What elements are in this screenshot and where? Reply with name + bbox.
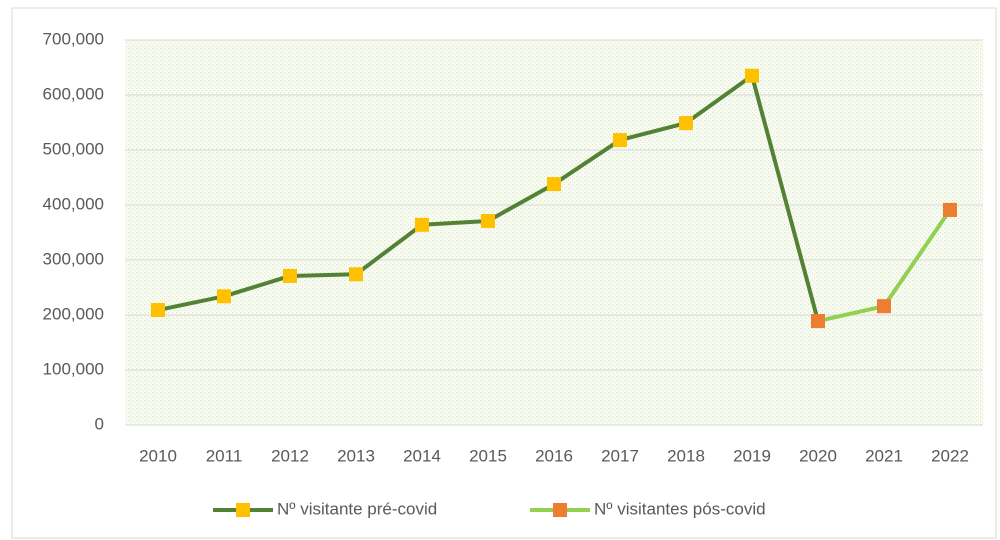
- y-tick-label: 300,000: [43, 249, 104, 268]
- legend-label: Nº visitantes pós-covid: [594, 499, 766, 518]
- marker: [811, 314, 825, 329]
- marker: [745, 68, 759, 83]
- x-tick-label: 2022: [931, 446, 969, 465]
- marker: [877, 299, 891, 314]
- marker: [151, 303, 165, 318]
- legend-label: Nº visitante pré-covid: [277, 499, 437, 518]
- x-tick-label: 2012: [271, 446, 309, 465]
- x-tick-label: 2017: [601, 446, 639, 465]
- legend-marker: [236, 503, 250, 517]
- y-tick-label: 600,000: [43, 84, 104, 103]
- marker: [679, 116, 693, 131]
- x-tick-label: 2019: [733, 446, 771, 465]
- x-tick-label: 2015: [469, 446, 507, 465]
- y-tick-label: 100,000: [43, 359, 104, 378]
- marker: [943, 202, 957, 217]
- x-tick-label: 2021: [865, 446, 903, 465]
- marker: [613, 133, 627, 148]
- marker: [217, 289, 231, 304]
- marker: [547, 177, 561, 192]
- x-tick-label: 2020: [799, 446, 837, 465]
- x-tick-label: 2011: [206, 446, 243, 465]
- marker: [415, 217, 429, 232]
- y-tick-label: 500,000: [43, 139, 104, 158]
- y-tick-label: 0: [95, 414, 104, 433]
- x-tick-label: 2016: [535, 446, 573, 465]
- marker: [481, 213, 495, 228]
- y-tick-label: 400,000: [43, 194, 104, 213]
- x-tick-label: 2010: [139, 446, 177, 465]
- x-tick-label: 2018: [667, 446, 705, 465]
- legend-marker: [553, 503, 567, 517]
- y-tick-label: 200,000: [43, 304, 104, 323]
- marker: [349, 267, 363, 282]
- marker: [283, 268, 297, 283]
- x-tick-label: 2013: [337, 446, 375, 465]
- y-tick-label: 700,000: [43, 29, 104, 48]
- x-tick-label: 2014: [403, 446, 441, 465]
- plot-area: [125, 40, 983, 425]
